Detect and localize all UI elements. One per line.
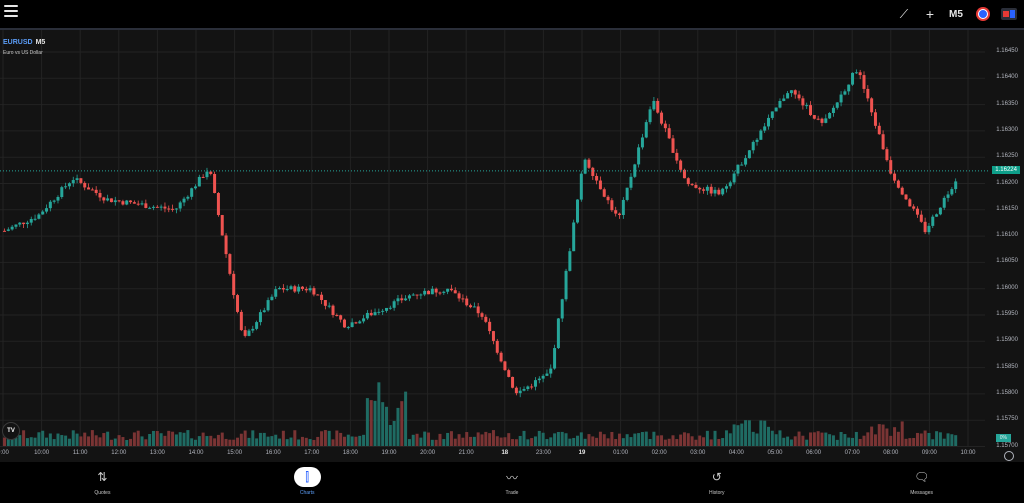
time-tick: 16:00 — [265, 450, 281, 456]
time-tick: 23:00 — [535, 450, 551, 456]
time-tick: 13:00 — [149, 450, 165, 456]
time-tick: 08:00 — [883, 450, 899, 456]
time-tick: 9:00 — [0, 450, 9, 456]
time-tick: 06:00 — [806, 450, 822, 456]
price-tick: 1.16150 — [996, 205, 1018, 212]
price-tick: 1.15750 — [996, 416, 1018, 423]
nav-trade[interactable]: 〰 Trade — [410, 462, 615, 503]
nav-label: Messages — [910, 490, 933, 496]
layout-icon[interactable] — [1001, 8, 1017, 20]
draw-line-icon[interactable]: ⟋ — [899, 6, 909, 21]
time-tick: 03:00 — [690, 450, 706, 456]
charts-candles-icon: ⫿ — [293, 467, 321, 487]
price-tick: 1.15900 — [996, 337, 1018, 344]
chart-settings-icon[interactable] — [1004, 451, 1014, 461]
time-tick: 04:00 — [728, 450, 744, 456]
volume-percent-badge: 0% — [995, 434, 1011, 442]
symbol-name: EURUSD — [3, 39, 33, 46]
time-tick: 10:00 — [960, 450, 976, 456]
time-tick: 18 — [501, 450, 509, 456]
chart-canvas[interactable]: EURUSD M5 Euro vs US Dollar 1.16450 1.1640… — [0, 30, 1024, 462]
crosshair-icon[interactable]: + — [925, 6, 935, 22]
time-tick: 14:00 — [188, 450, 204, 456]
time-tick: 05:00 — [767, 450, 783, 456]
time-tick: 19:00 — [381, 450, 397, 456]
last-price-label: 1.16224 — [992, 165, 1020, 174]
price-tick: 1.16100 — [996, 232, 1018, 239]
symbol-timeframe: M5 — [35, 39, 46, 46]
history-icon: ↺ — [711, 470, 722, 484]
trade-line-icon: 〰 — [505, 470, 518, 485]
price-tick: 1.15850 — [996, 363, 1018, 370]
time-tick: 01:00 — [613, 450, 629, 456]
candlestick-chart[interactable] — [0, 30, 1024, 462]
time-tick: 12:00 — [111, 450, 127, 456]
bottom-navigation: ⇅ Quotes ⫿ Charts 〰 Trade ↺ History 🗨 Me… — [0, 462, 1024, 503]
price-tick: 1.16200 — [996, 179, 1018, 186]
time-tick: 15:00 — [227, 450, 243, 456]
time-tick: 10:00 — [34, 450, 50, 456]
timeframe-button[interactable]: M5 — [949, 8, 963, 20]
time-tick: 07:00 — [844, 450, 860, 456]
price-tick: 1.15700 — [996, 442, 1018, 449]
nav-label: Charts — [299, 490, 315, 496]
time-tick: 17:00 — [304, 450, 320, 456]
quotes-arrows-icon: ⇅ — [97, 470, 108, 484]
price-tick: 1.15950 — [996, 311, 1018, 317]
price-tick: 1.16450 — [996, 48, 1018, 54]
time-tick: 09:00 — [921, 450, 937, 456]
messages-icon: 🗨 — [913, 470, 930, 484]
nav-quotes[interactable]: ⇅ Quotes — [0, 462, 205, 503]
top-toolbar: ⟋ + M5 — [0, 0, 1024, 30]
time-tick: 20:00 — [420, 450, 436, 456]
price-tick: 1.16000 — [996, 284, 1018, 291]
price-tick: 1.16400 — [996, 74, 1018, 81]
nav-label: Quotes — [94, 490, 111, 496]
time-tick: 11:00 — [72, 450, 88, 456]
price-tick: 1.16300 — [996, 126, 1018, 133]
price-tick: 1.16350 — [996, 100, 1018, 107]
time-tick: 02:00 — [651, 450, 667, 456]
nav-label: History — [709, 490, 725, 496]
hamburger-menu-icon[interactable] — [4, 5, 18, 19]
nav-messages[interactable]: 🗨 Messages — [819, 462, 1024, 503]
clock-icon[interactable] — [976, 7, 990, 21]
tradingview-logo: TV — [2, 422, 20, 440]
price-tick: 1.15800 — [996, 389, 1018, 396]
nav-label: Trade — [505, 490, 519, 496]
time-tick: 21:00 — [458, 450, 474, 456]
symbol-legend: EURUSD M5 — [3, 39, 45, 46]
nav-charts[interactable]: ⫿ Charts — [205, 462, 410, 503]
price-tick: 1.16250 — [996, 153, 1018, 160]
price-tick: 1.16050 — [996, 258, 1018, 265]
symbol-description: Euro vs US Dollar — [3, 50, 43, 56]
time-tick: 18:00 — [342, 450, 358, 456]
time-tick: 19 — [578, 450, 586, 456]
nav-history[interactable]: ↺ History — [614, 462, 819, 503]
